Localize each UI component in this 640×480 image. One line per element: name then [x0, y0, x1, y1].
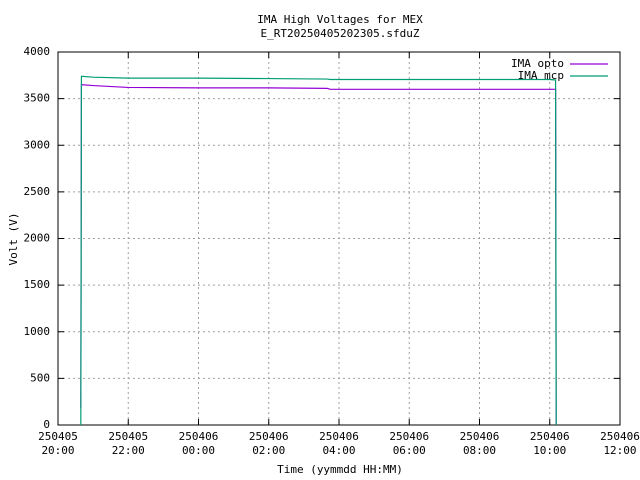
x-tick-label: 08:00 [463, 444, 496, 457]
y-tick-label: 3500 [24, 92, 51, 105]
y-tick-label: 3000 [24, 138, 51, 151]
x-tick-label: 250406 [319, 430, 359, 443]
y-tick-label: 1500 [24, 278, 51, 291]
x-tick-label: 04:00 [322, 444, 355, 457]
x-tick-label: 12:00 [603, 444, 636, 457]
x-tick-label: 250406 [460, 430, 500, 443]
x-tick-label: 250406 [179, 430, 219, 443]
y-tick-label: 2000 [24, 232, 51, 245]
x-tick-label: 06:00 [393, 444, 426, 457]
y-tick-label: 2500 [24, 185, 51, 198]
x-tick-label: 02:00 [252, 444, 285, 457]
x-tick-label: 250405 [38, 430, 78, 443]
y-axis-label: Volt (V) [7, 213, 20, 266]
y-tick-label: 1000 [24, 325, 51, 338]
chart-subtitle: E_RT20250405202305.sfduZ [261, 27, 420, 40]
chart-title: IMA High Voltages for MEX [257, 13, 423, 26]
x-tick-label: 22:00 [112, 444, 145, 457]
legend-label: IMA opto [511, 57, 564, 70]
x-tick-label: 00:00 [182, 444, 215, 457]
x-tick-label: 10:00 [533, 444, 566, 457]
x-tick-label: 250406 [600, 430, 640, 443]
plot-frame [57, 51, 621, 426]
y-tick-label: 4000 [24, 45, 51, 58]
x-tick-label: 250406 [530, 430, 570, 443]
y-tick-label: 500 [30, 371, 50, 384]
series-line [80, 83, 557, 426]
x-tick-label: 20:00 [41, 444, 74, 457]
x-tick-label: 250406 [249, 430, 289, 443]
x-tick-label: 250405 [108, 430, 148, 443]
series-line [80, 75, 557, 426]
legend-label: IMA mcp [518, 69, 564, 82]
x-axis-label: Time (yymmdd HH:MM) [277, 463, 403, 476]
y-tick-label: 0 [43, 418, 50, 431]
x-tick-label: 250406 [389, 430, 429, 443]
